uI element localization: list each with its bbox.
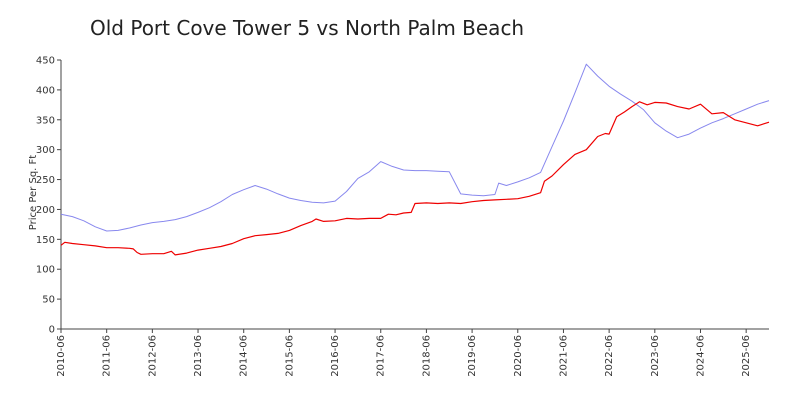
y-tick-label: 50 <box>42 295 55 306</box>
y-tick-label: 300 <box>36 145 55 156</box>
x-tick-label: 2020-06 <box>513 335 524 377</box>
series-line-2 <box>60 101 770 256</box>
y-axis-label: Price Per Sq. Ft <box>28 155 39 230</box>
y-tick-label: 350 <box>36 115 55 126</box>
x-tick-label: 2025-06 <box>741 335 752 377</box>
y-tick-label: 150 <box>36 235 55 246</box>
x-tick-label: 2010-06 <box>56 335 67 377</box>
y-tick-label: 450 <box>36 56 55 67</box>
x-tick-label: 2013-06 <box>193 335 204 377</box>
x-tick-label: 2011-06 <box>102 335 113 377</box>
x-tick-label: 2018-06 <box>421 335 432 377</box>
x-tick-label: 2021-06 <box>558 335 569 377</box>
x-tick-label: 2012-06 <box>147 335 158 377</box>
y-tick-label: 250 <box>36 175 55 186</box>
x-tick-label: 2023-06 <box>650 335 661 377</box>
x-tick-label: 2017-06 <box>376 335 387 377</box>
y-tick-label: 100 <box>36 265 55 276</box>
y-tick-label: 0 <box>49 325 55 336</box>
y-tick-label: 200 <box>36 205 55 216</box>
x-tick-label: 2019-06 <box>467 335 478 377</box>
x-tick-label: 2015-06 <box>284 335 295 377</box>
x-tick-label: 2016-06 <box>330 335 341 377</box>
x-tick-label: 2014-06 <box>239 335 250 377</box>
chart-title: Old Port Cove Tower 5 vs North Palm Beac… <box>90 16 525 40</box>
x-tick-label: 2022-06 <box>604 335 615 377</box>
x-tick-label: 2024-06 <box>695 335 706 377</box>
series-line-1 <box>60 63 770 232</box>
y-tick-label: 400 <box>36 85 55 96</box>
